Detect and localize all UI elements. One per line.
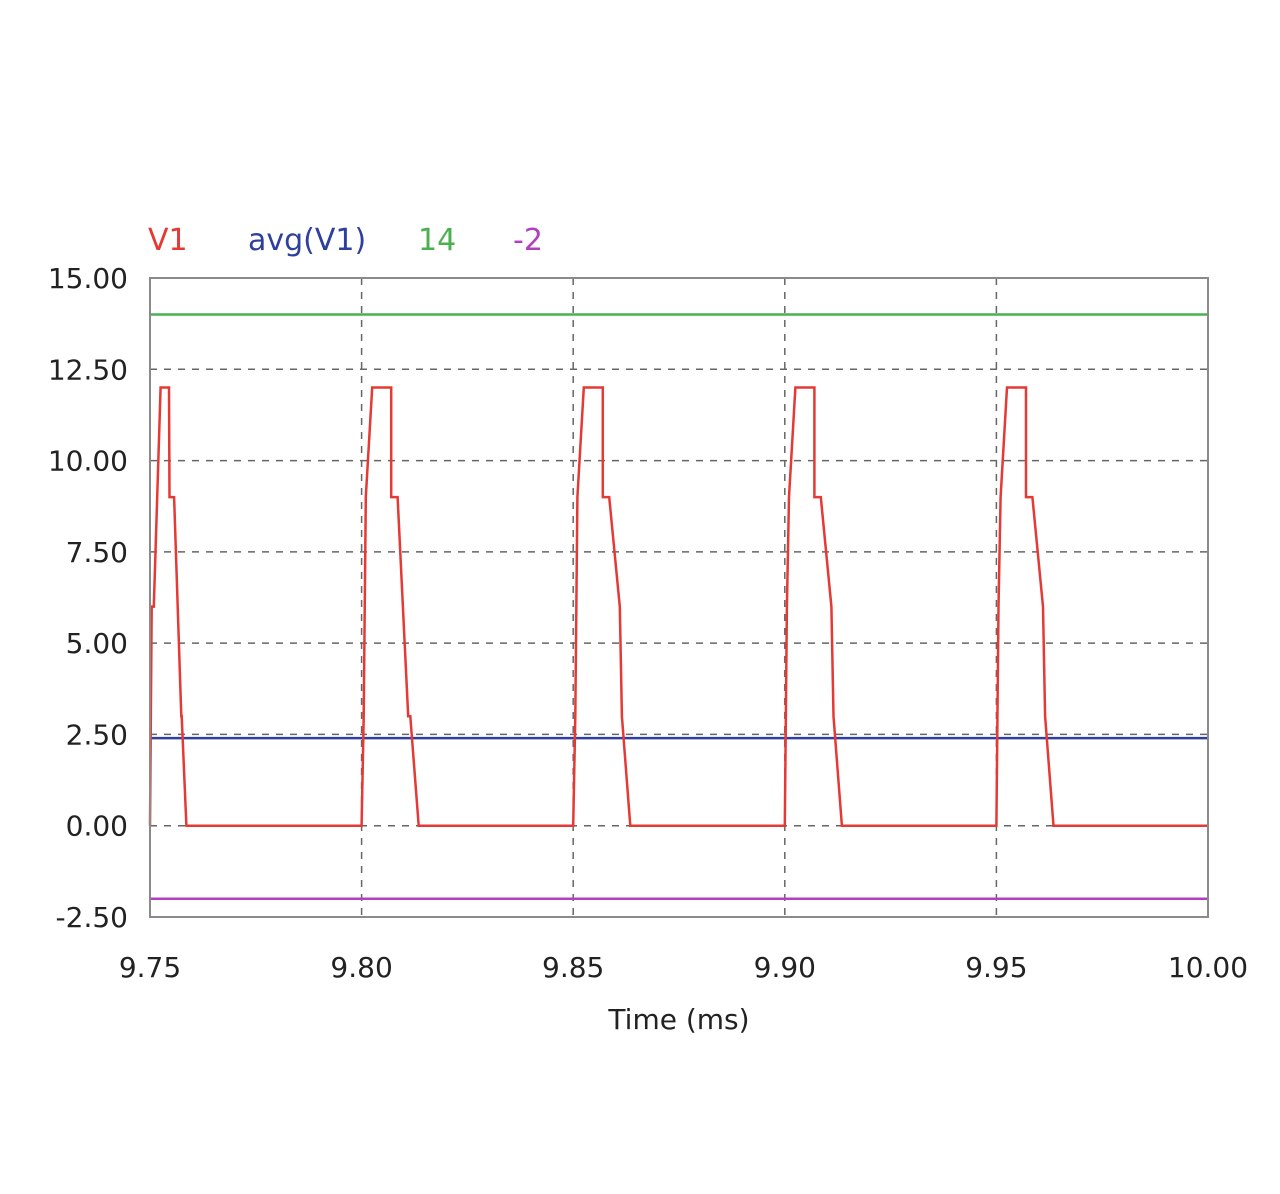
x-tick-label: 9.85 [542, 951, 604, 984]
series-layer [148, 313, 1208, 900]
y-tick-label: 0.00 [66, 810, 128, 843]
legend-entry: 14 [418, 223, 456, 258]
x-tick-label: 9.75 [119, 951, 181, 984]
plot-frame [149, 277, 1209, 918]
legend-entry: -2 [513, 223, 543, 258]
series-line-v1 [148, 386, 1208, 827]
x-tick-label: 10.00 [1168, 951, 1248, 984]
y-tick-label: 10.00 [48, 445, 128, 478]
legend-entry: V1 [148, 223, 188, 258]
y-tick-label: 12.50 [48, 353, 128, 386]
y-tick-label: -2.50 [56, 901, 128, 934]
x-tick-label: 9.80 [330, 951, 392, 984]
y-axis-ticks: 15.00 12.50 10.00 7.50 5.00 2.50 0.00 -2.50 [48, 262, 128, 934]
legend-entry: avg(V1) [248, 223, 366, 258]
x-tick-label: 9.90 [754, 951, 816, 984]
y-tick-label: 7.50 [66, 536, 128, 569]
x-tick-label: 9.95 [965, 951, 1027, 984]
legend: V1 avg(V1) 14 -2 [148, 223, 543, 258]
y-tick-label: 5.00 [66, 627, 128, 660]
grid [150, 278, 1208, 917]
x-axis-label: Time (ms) [607, 1003, 749, 1036]
x-axis-ticks: 9.75 9.80 9.85 9.90 9.95 10.00 [119, 951, 1248, 984]
y-tick-label: 15.00 [48, 262, 128, 295]
y-tick-label: 2.50 [66, 718, 128, 751]
